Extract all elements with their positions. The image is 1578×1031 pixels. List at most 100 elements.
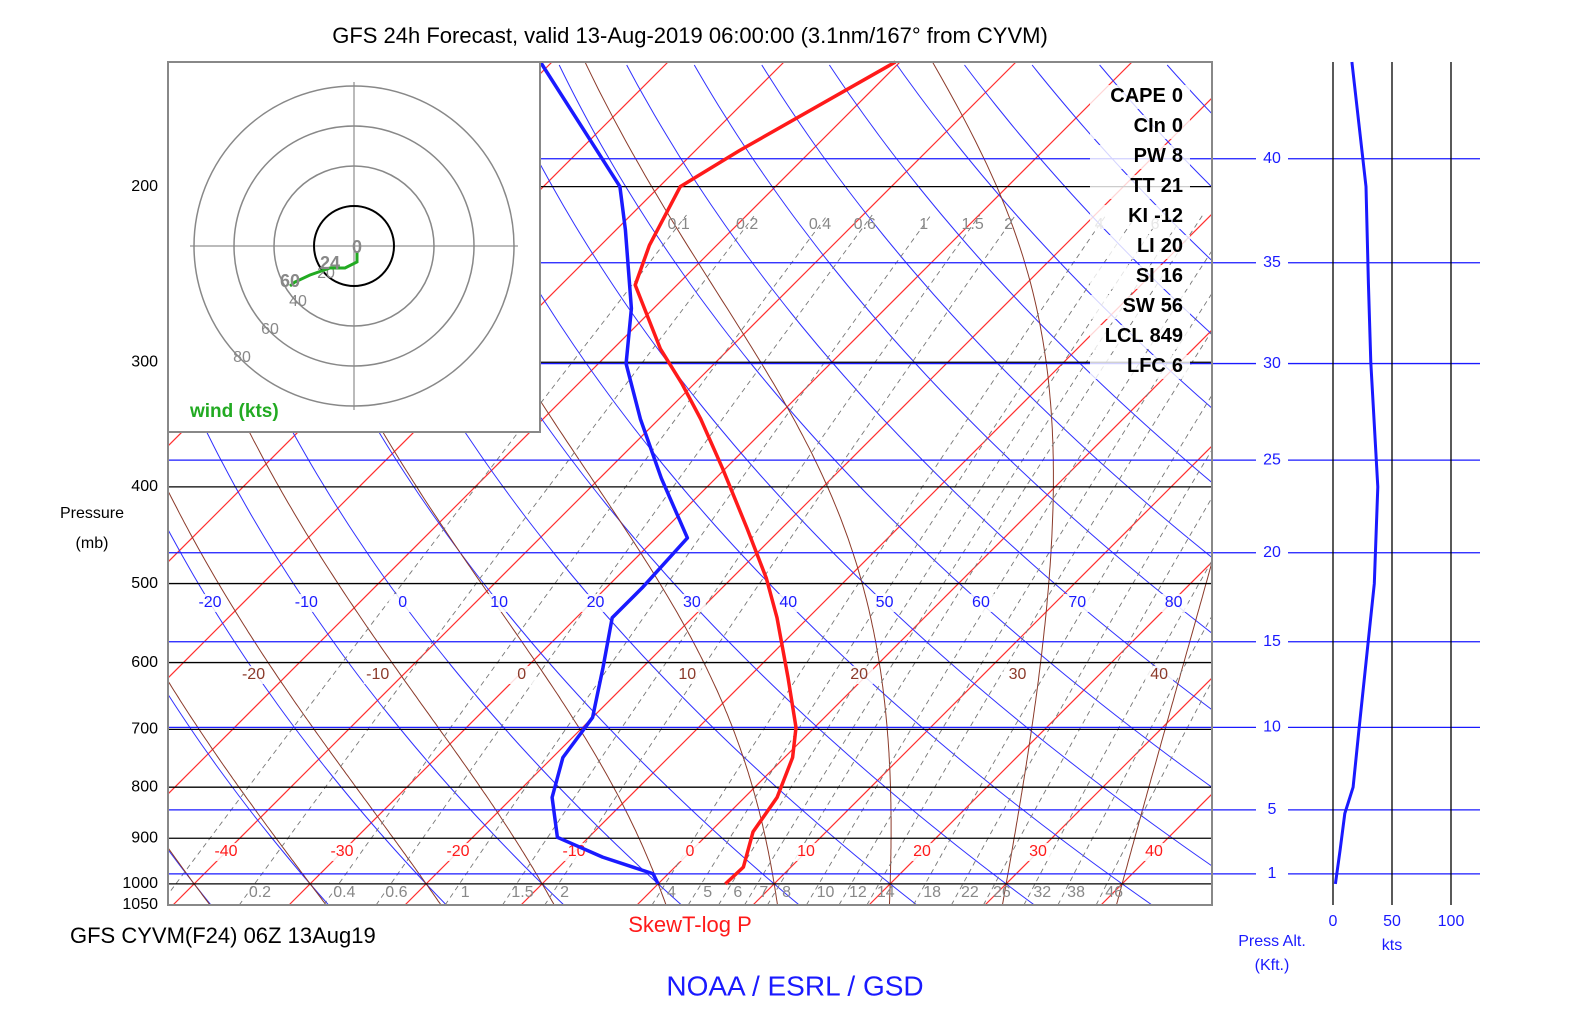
index-label: SW bbox=[1123, 295, 1155, 317]
index-label: SI bbox=[1136, 265, 1155, 287]
moist-adiabat-label: 40 bbox=[1150, 666, 1168, 683]
moist-adiabat bbox=[571, 32, 891, 909]
isotherm bbox=[985, 62, 1578, 905]
index-label: KI bbox=[1128, 205, 1148, 227]
credit: NOAA / ESRL / GSD bbox=[666, 970, 923, 1001]
mixing-ratio-line bbox=[545, 215, 1016, 905]
y-tick-label: 300 bbox=[131, 354, 158, 371]
mixing-ratio-label: 2 bbox=[560, 884, 569, 901]
dry-adiabat-label: 70 bbox=[1068, 594, 1086, 611]
y-tick-label: 800 bbox=[131, 778, 158, 795]
mixing-ratio-label: 38 bbox=[1067, 884, 1085, 901]
foreground: 1510152025303540200300400500600700800900… bbox=[122, 62, 1480, 930]
y-tick-label: 200 bbox=[131, 178, 158, 195]
mixing-ratio-label: 0.6 bbox=[385, 884, 407, 901]
dry-adiabat bbox=[627, 65, 1505, 905]
moist-adiabat bbox=[0, 32, 96, 909]
mixing-ratio-label: 0.6 bbox=[854, 216, 876, 233]
mixing-ratio-label: 1 bbox=[461, 884, 470, 901]
mixing-ratio-line bbox=[1024, 215, 1416, 905]
index-value: 0 bbox=[1172, 85, 1183, 107]
moist-adiabat-label: -10 bbox=[366, 666, 389, 683]
mixing-ratio-label: 8 bbox=[782, 884, 791, 901]
dry-adiabat bbox=[1235, 65, 1578, 905]
y-tick-label: 1000 bbox=[122, 875, 158, 892]
y-axis-label: Pressure bbox=[60, 505, 124, 522]
index-label: LCL bbox=[1105, 325, 1144, 347]
moist-adiabat-label: 20 bbox=[850, 666, 868, 683]
mixing-ratio-label: 0.2 bbox=[249, 884, 271, 901]
mixing-ratio-label: 22 bbox=[961, 884, 979, 901]
hodograph-point-label: 24 bbox=[320, 253, 340, 273]
height-tick-label: 15 bbox=[1263, 633, 1281, 650]
index-value: 0 bbox=[1172, 115, 1183, 137]
height-tick-label: 20 bbox=[1263, 544, 1281, 561]
dry-adiabat-label: -10 bbox=[295, 594, 318, 611]
index-label: LFC bbox=[1127, 355, 1166, 377]
moist-adiabat-label: 0 bbox=[517, 666, 526, 683]
hodograph-point-label: 0 bbox=[352, 237, 362, 257]
isotherm bbox=[0, 62, 88, 905]
mixing-ratio-label: 2 bbox=[1004, 216, 1013, 233]
wind-speed-line bbox=[1335, 62, 1377, 884]
isotherm bbox=[1333, 62, 1578, 905]
dry-adiabat-label: -20 bbox=[198, 594, 221, 611]
y-tick-label: 700 bbox=[131, 721, 158, 738]
dry-adiabat bbox=[0, 65, 93, 905]
y-tick-label: 400 bbox=[131, 478, 158, 495]
mixing-ratio-line bbox=[688, 215, 1136, 905]
isotherm-label: -40 bbox=[214, 843, 237, 860]
hodograph-point-label: 60 bbox=[280, 271, 300, 291]
dry-adiabat-label: 50 bbox=[876, 594, 894, 611]
dry-adiabat-label: 60 bbox=[972, 594, 990, 611]
mixing-ratio-label: 14 bbox=[877, 884, 895, 901]
mixing-ratio-label: 0.2 bbox=[736, 216, 758, 233]
y-axis-unit: (mb) bbox=[76, 535, 109, 552]
isotherm bbox=[521, 62, 1364, 905]
moist-adiabat-label: -20 bbox=[242, 666, 265, 683]
isotherm-label: -30 bbox=[330, 843, 353, 860]
index-value: 6 bbox=[1172, 355, 1183, 377]
wind-tick-label: 50 bbox=[1383, 913, 1401, 930]
isotherm-label: 10 bbox=[797, 843, 815, 860]
index-label: PW bbox=[1134, 145, 1166, 167]
index-label: CAPE bbox=[1110, 85, 1166, 107]
index-value: -12 bbox=[1154, 205, 1183, 227]
mixing-ratio-label: 0.1 bbox=[668, 216, 690, 233]
moist-adiabat-label: 30 bbox=[1009, 666, 1027, 683]
hodograph-title: wind (kts) bbox=[189, 401, 279, 422]
dry-adiabat-label: 80 bbox=[1165, 594, 1183, 611]
isotherm-label: 30 bbox=[1029, 843, 1047, 860]
index-value: 20 bbox=[1161, 235, 1183, 257]
mixing-ratio-label: 7 bbox=[759, 884, 768, 901]
subtitle: GFS CYVM(F24) 06Z 13Aug19 bbox=[70, 923, 376, 948]
mixing-ratio-label: 1.5 bbox=[511, 884, 533, 901]
dry-adiabat-label: 40 bbox=[779, 594, 797, 611]
mixing-ratio-label: 32 bbox=[1033, 884, 1051, 901]
index: CAPE 0 bbox=[1110, 85, 1183, 107]
mixing-ratio-label: 5 bbox=[703, 884, 712, 901]
height-tick-label: 5 bbox=[1268, 801, 1277, 818]
height-tick-label: 40 bbox=[1263, 150, 1281, 167]
hodograph-ring-label: 60 bbox=[261, 321, 279, 338]
index-value: 21 bbox=[1161, 175, 1183, 197]
index-label: TT bbox=[1130, 175, 1154, 197]
dry-adiabat-label: 30 bbox=[683, 594, 701, 611]
y-tick-label: 500 bbox=[131, 575, 158, 592]
y-tick-label: 600 bbox=[131, 654, 158, 671]
height-tick-label: 30 bbox=[1263, 355, 1281, 372]
diagram-label: SkewT-log P bbox=[628, 912, 752, 937]
index: LFC 6 bbox=[1127, 355, 1183, 377]
sounding-line bbox=[635, 62, 895, 884]
moist-adiabat bbox=[915, 32, 1053, 909]
isotherm bbox=[869, 62, 1578, 905]
isotherm bbox=[1217, 62, 1578, 905]
chart-title: GFS 24h Forecast, valid 13-Aug-2019 06:0… bbox=[332, 23, 1048, 48]
y-tick-label: 1050 bbox=[122, 896, 158, 913]
mixing-ratio-label: 1 bbox=[919, 216, 928, 233]
height-tick-label: 1 bbox=[1268, 865, 1277, 882]
